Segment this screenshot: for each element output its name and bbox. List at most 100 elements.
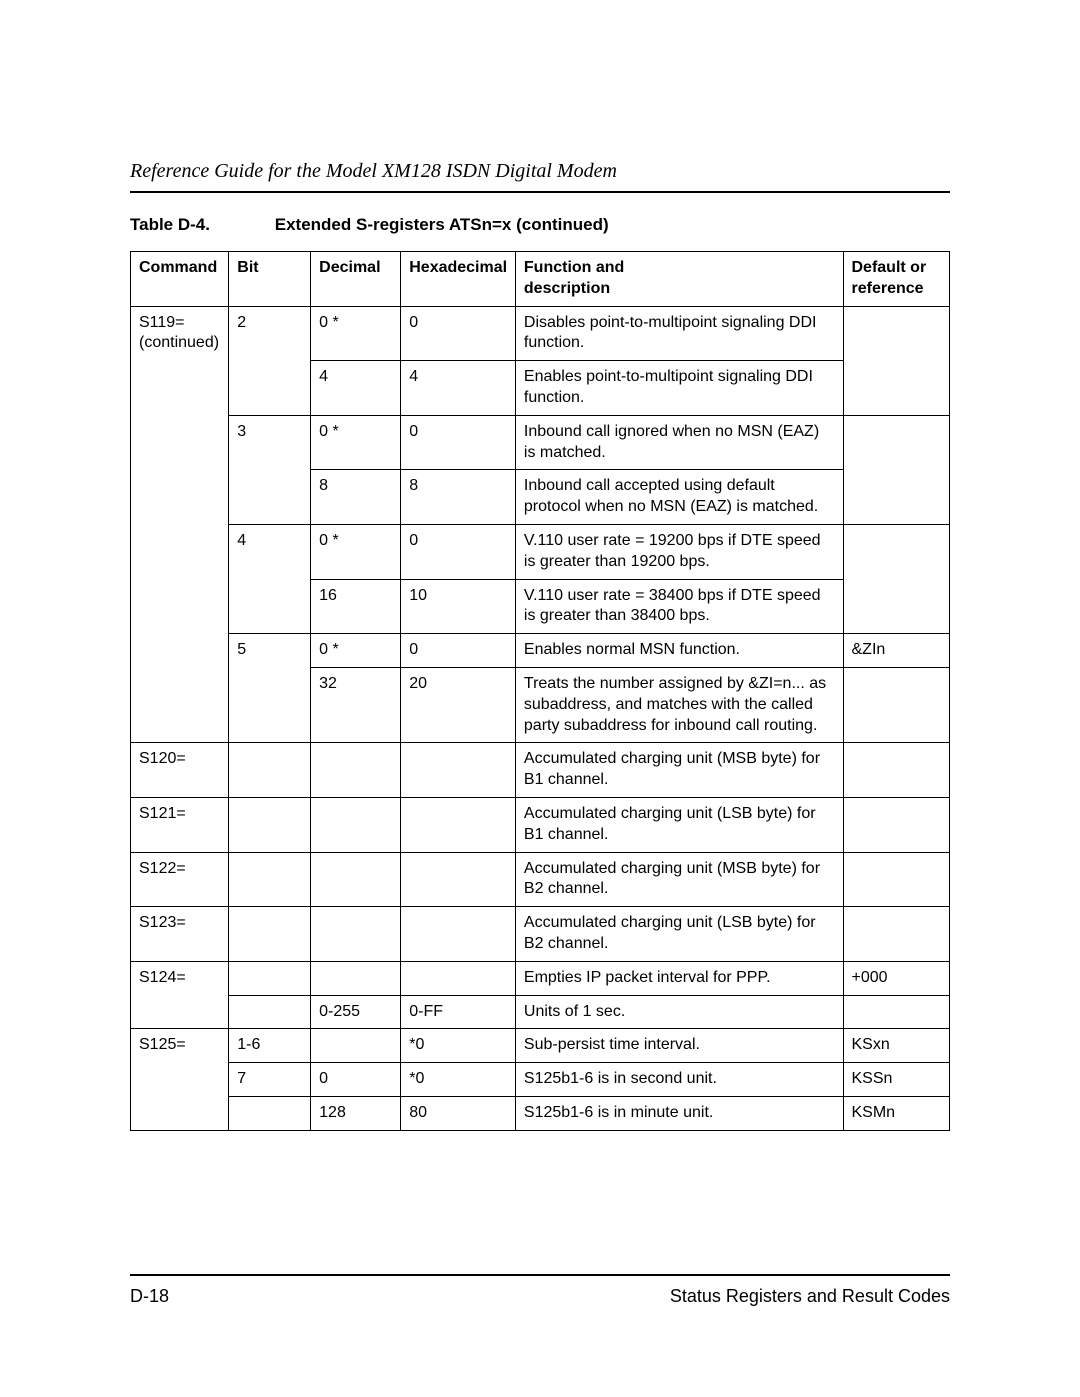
col-description: Function and description [515, 252, 843, 307]
cell-description: V.110 user rate = 19200 bps if DTE speed… [515, 524, 843, 579]
cell-description: Accumulated charging unit (MSB byte) for… [515, 852, 843, 907]
table-row: 0-255 0-FF Units of 1 sec. [131, 995, 950, 1029]
cell-command: S123= [131, 907, 229, 962]
cell-bit: 2 [229, 306, 311, 415]
cell-hex: 0 [401, 415, 516, 470]
col-decimal: Decimal [311, 252, 401, 307]
table-row: 4 0 * 0 V.110 user rate = 19200 bps if D… [131, 524, 950, 579]
table-row: S123= Accumulated charging unit (LSB byt… [131, 907, 950, 962]
cell-decimal: 128 [311, 1096, 401, 1130]
cell-bit: 4 [229, 524, 311, 633]
caption-title: Extended S-registers ATSn=x (continued) [275, 215, 609, 234]
cell-bit [229, 907, 311, 962]
cell-hex: 0-FF [401, 995, 516, 1029]
cell-bit [229, 852, 311, 907]
cell-hex [401, 797, 516, 852]
cell-decimal: 0 * [311, 524, 401, 579]
cell-description: Accumulated charging unit (MSB byte) for… [515, 743, 843, 798]
cell-hex [401, 852, 516, 907]
table-row: S125= 1-6 *0 Sub-persist time interval. … [131, 1029, 950, 1063]
cell-hex [401, 743, 516, 798]
cell-decimal [311, 797, 401, 852]
s-registers-table: Command Bit Decimal Hexadecimal Function… [130, 251, 950, 1131]
cell-bit: 5 [229, 634, 311, 743]
cell-hex: *0 [401, 1063, 516, 1097]
cell-decimal: 0-255 [311, 995, 401, 1029]
table-header-row: Command Bit Decimal Hexadecimal Function… [131, 252, 950, 307]
table-row: 7 0 *0 S125b1-6 is in second unit. KSSn [131, 1063, 950, 1097]
cell-description: S125b1-6 is in minute unit. [515, 1096, 843, 1130]
cell-bit: 3 [229, 415, 311, 524]
table-row: 3 0 * 0 Inbound call ignored when no MSN… [131, 415, 950, 470]
cell-bit [229, 743, 311, 798]
cell-reference [843, 907, 950, 962]
table-caption: Table D-4. Extended S-registers ATSn=x (… [130, 215, 950, 235]
table-row: 5 0 * 0 Enables normal MSN function. &ZI… [131, 634, 950, 668]
cell-command: S125= [131, 1029, 229, 1130]
cell-decimal: 0 [311, 1063, 401, 1097]
cell-reference: KSxn [843, 1029, 950, 1063]
cell-description: V.110 user rate = 38400 bps if DTE speed… [515, 579, 843, 634]
cell-hex: 0 [401, 524, 516, 579]
cell-description: Treats the number assigned by &ZI=n... a… [515, 667, 843, 742]
cell-description: Empties IP packet interval for PPP. [515, 961, 843, 995]
cell-decimal [311, 743, 401, 798]
cell-description: Sub-persist time interval. [515, 1029, 843, 1063]
cell-hex: 0 [401, 306, 516, 361]
cell-reference [843, 306, 950, 415]
col-hexadecimal: Hexadecimal [401, 252, 516, 307]
col-command: Command [131, 252, 229, 307]
cell-decimal: 0 * [311, 634, 401, 668]
cell-hex: 0 [401, 634, 516, 668]
cell-decimal: 4 [311, 361, 401, 416]
cell-decimal [311, 907, 401, 962]
table-row: S122= Accumulated charging unit (MSB byt… [131, 852, 950, 907]
cell-reference: KSSn [843, 1063, 950, 1097]
cell-reference: &ZIn [843, 634, 950, 668]
cell-description: Accumulated charging unit (LSB byte) for… [515, 907, 843, 962]
cell-command: S120= [131, 743, 229, 798]
cell-command: S122= [131, 852, 229, 907]
cell-hex: 4 [401, 361, 516, 416]
cell-reference [843, 743, 950, 798]
cell-hex: 10 [401, 579, 516, 634]
cell-reference [843, 524, 950, 633]
cell-decimal [311, 1029, 401, 1063]
cell-command: S124= [131, 961, 229, 1029]
cell-bit [229, 995, 311, 1029]
cell-decimal [311, 852, 401, 907]
cell-bit [229, 797, 311, 852]
cell-bit [229, 961, 311, 995]
cell-description: Accumulated charging unit (LSB byte) for… [515, 797, 843, 852]
table-row: 128 80 S125b1-6 is in minute unit. KSMn [131, 1096, 950, 1130]
cell-description: Enables normal MSN function. [515, 634, 843, 668]
footer-rule [130, 1274, 950, 1276]
cell-reference [843, 415, 950, 524]
page-number: D-18 [130, 1286, 169, 1307]
cell-description: Units of 1 sec. [515, 995, 843, 1029]
cell-bit: 7 [229, 1063, 311, 1097]
table-row: S120= Accumulated charging unit (MSB byt… [131, 743, 950, 798]
cell-hex: *0 [401, 1029, 516, 1063]
cell-description: S125b1-6 is in second unit. [515, 1063, 843, 1097]
cell-command: S121= [131, 797, 229, 852]
section-title: Status Registers and Result Codes [670, 1286, 950, 1307]
header-rule [130, 191, 950, 193]
cell-decimal: 32 [311, 667, 401, 742]
col-bit: Bit [229, 252, 311, 307]
cell-description: Disables point-to-multipoint signaling D… [515, 306, 843, 361]
cell-reference: +000 [843, 961, 950, 995]
cell-bit: 1-6 [229, 1029, 311, 1063]
cell-description: Inbound call ignored when no MSN (EAZ) i… [515, 415, 843, 470]
col-reference: Default or reference [843, 252, 950, 307]
cell-reference [843, 797, 950, 852]
table-row: S124= Empties IP packet interval for PPP… [131, 961, 950, 995]
cell-hex: 20 [401, 667, 516, 742]
cell-command: S119= (continued) [131, 306, 229, 743]
doc-title: Reference Guide for the Model XM128 ISDN… [130, 160, 950, 183]
table-row: S119= (continued) 2 0 * 0 Disables point… [131, 306, 950, 361]
cell-decimal [311, 961, 401, 995]
cell-decimal: 0 * [311, 306, 401, 361]
cell-decimal: 16 [311, 579, 401, 634]
cell-reference [843, 667, 950, 742]
